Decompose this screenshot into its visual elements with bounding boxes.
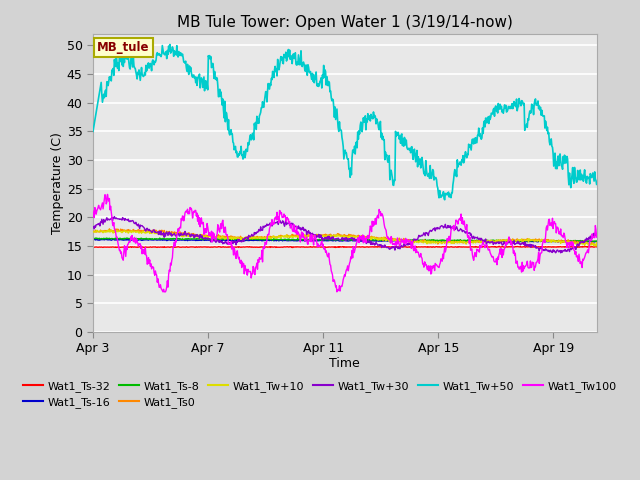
Title: MB Tule Tower: Open Water 1 (3/19/14-now): MB Tule Tower: Open Water 1 (3/19/14-now…: [177, 15, 513, 30]
X-axis label: Time: Time: [330, 357, 360, 370]
Y-axis label: Temperature (C): Temperature (C): [51, 132, 64, 234]
Legend: Wat1_Ts-32, Wat1_Ts-16, Wat1_Ts-8, Wat1_Ts0, Wat1_Tw+10, Wat1_Tw+30, Wat1_Tw+50,: Wat1_Ts-32, Wat1_Ts-16, Wat1_Ts-8, Wat1_…: [19, 376, 621, 412]
Text: MB_tule: MB_tule: [97, 41, 150, 54]
